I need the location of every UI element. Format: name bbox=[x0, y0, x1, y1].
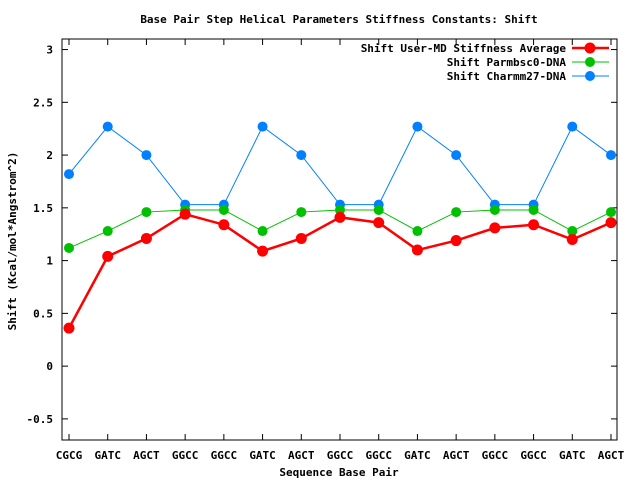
x-tick-label: AGCT bbox=[598, 449, 625, 462]
data-point bbox=[257, 245, 269, 257]
x-tick-label: GGCC bbox=[365, 449, 392, 462]
y-axis-label: Shift (Kcal/mol*Angstrom^2) bbox=[6, 152, 19, 331]
x-tick-label: GGCC bbox=[482, 449, 509, 462]
data-point bbox=[295, 232, 307, 244]
legend-swatch-marker bbox=[585, 71, 595, 81]
data-point bbox=[412, 226, 423, 237]
data-point bbox=[451, 150, 462, 161]
data-point bbox=[528, 219, 540, 231]
series-line bbox=[68, 125, 612, 206]
series-1 bbox=[63, 208, 617, 334]
data-point bbox=[102, 226, 113, 237]
data-point bbox=[296, 207, 307, 218]
y-tick-label: -0.5 bbox=[27, 413, 54, 426]
data-point bbox=[64, 169, 74, 180]
data-point bbox=[373, 204, 384, 215]
y-axis: -0.5 0 0.5 1 1.5 2 2.5 3 bbox=[27, 44, 617, 426]
y-tick-label: 2.5 bbox=[33, 96, 53, 109]
y-tick-label: 2 bbox=[46, 149, 53, 162]
x-tick-label: GATC bbox=[404, 449, 431, 462]
y-tick-label: 0.5 bbox=[33, 307, 53, 320]
x-tick-label: AGCT bbox=[288, 449, 315, 462]
x-axis-label: Sequence Base Pair bbox=[279, 466, 399, 479]
data-point bbox=[257, 121, 268, 132]
x-tick-label: GGCC bbox=[172, 449, 199, 462]
data-point bbox=[450, 235, 462, 247]
legend-label: Shift Parmbsc0-DNA bbox=[447, 56, 567, 69]
chart-title: Base Pair Step Helical Parameters Stiffn… bbox=[140, 13, 537, 26]
series-layer bbox=[63, 121, 617, 334]
data-point bbox=[606, 150, 616, 161]
x-tick-label: GGCC bbox=[211, 449, 238, 462]
data-point bbox=[528, 204, 539, 215]
x-tick-label: AGCT bbox=[133, 449, 160, 462]
data-point bbox=[489, 204, 500, 215]
data-point bbox=[218, 204, 229, 215]
data-point bbox=[218, 219, 230, 231]
legend-swatch-marker bbox=[585, 57, 595, 67]
data-point bbox=[334, 211, 346, 223]
data-point bbox=[411, 244, 423, 256]
y-tick-label: 1 bbox=[46, 255, 53, 268]
series-line bbox=[67, 212, 612, 329]
x-tick-label: GGCC bbox=[520, 449, 547, 462]
data-point bbox=[606, 207, 616, 218]
y-tick-label: 0 bbox=[46, 360, 53, 373]
data-point bbox=[605, 217, 617, 229]
legend-swatch-marker bbox=[584, 42, 596, 54]
y-tick-label: 3 bbox=[46, 44, 53, 57]
y-tick-label: 1.5 bbox=[33, 202, 53, 215]
x-axis: CGCG GATC AGCT GGCC GGCC GATC AGCT GGCC GGCC GATC… bbox=[56, 39, 625, 462]
data-point bbox=[257, 226, 268, 237]
data-point bbox=[566, 234, 578, 245]
legend-item: Shift Parmbsc0-DNA bbox=[447, 56, 609, 69]
data-point bbox=[567, 121, 578, 132]
x-tick-label: GGCC bbox=[327, 449, 354, 462]
data-point bbox=[102, 121, 113, 132]
data-point bbox=[141, 207, 152, 218]
legend-item: Shift User-MD Stiffness Average bbox=[361, 42, 609, 55]
data-point bbox=[373, 217, 385, 229]
x-tick-label: GATC bbox=[249, 449, 276, 462]
data-point bbox=[64, 242, 74, 253]
data-point bbox=[179, 208, 191, 220]
data-point bbox=[296, 150, 307, 161]
data-point bbox=[140, 232, 152, 244]
data-point bbox=[63, 322, 75, 334]
legend-item: Shift Charmm27-DNA bbox=[447, 70, 609, 83]
x-tick-label: GATC bbox=[559, 449, 586, 462]
data-point bbox=[412, 121, 423, 132]
data-point bbox=[489, 222, 501, 234]
series-3 bbox=[64, 121, 616, 210]
data-point bbox=[141, 150, 152, 161]
series-2 bbox=[64, 204, 616, 253]
data-point bbox=[102, 250, 114, 262]
x-tick-label: GATC bbox=[94, 449, 121, 462]
x-tick-label: AGCT bbox=[443, 449, 470, 462]
legend-label: Shift Charmm27-DNA bbox=[447, 70, 567, 83]
data-point bbox=[567, 226, 578, 237]
legend-label: Shift User-MD Stiffness Average bbox=[361, 42, 567, 55]
data-point bbox=[451, 207, 462, 218]
x-tick-label: CGCG bbox=[56, 449, 83, 462]
